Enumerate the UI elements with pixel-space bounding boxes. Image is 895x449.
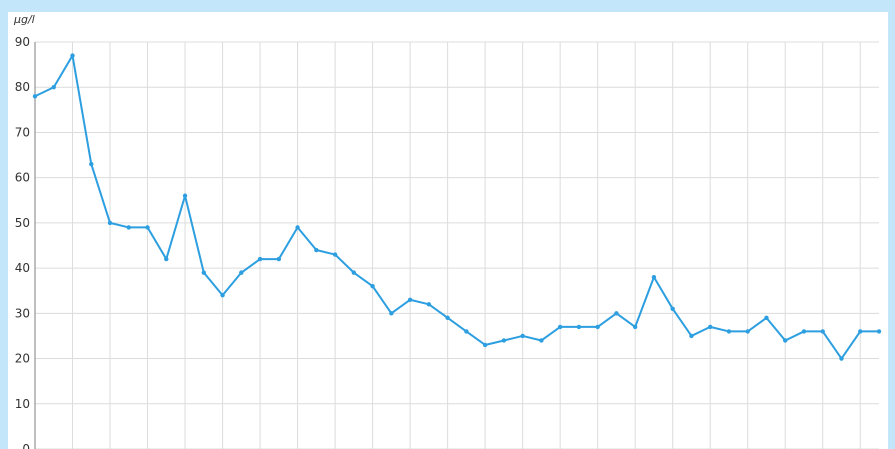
- data-point: [746, 329, 750, 333]
- data-point: [164, 257, 168, 261]
- data-point: [108, 221, 112, 225]
- data-point: [70, 53, 74, 57]
- data-point: [633, 325, 637, 329]
- data-point: [220, 293, 224, 297]
- data-point: [89, 162, 93, 166]
- data-point: [277, 257, 281, 261]
- y-tick-label: 0: [22, 442, 30, 449]
- chart-panel: 0 10 20 30 40 50 60 70 80 90 μg/l: [8, 12, 888, 449]
- data-point: [877, 329, 881, 333]
- data-point: [858, 329, 862, 333]
- data-point: [52, 85, 56, 89]
- data-point: [145, 225, 149, 229]
- grid: [35, 42, 879, 449]
- data-point: [577, 325, 581, 329]
- y-tick-label: 40: [15, 261, 30, 275]
- y-axis-unit-label: μg/l: [13, 13, 35, 26]
- data-point: [652, 275, 656, 279]
- data-point: [764, 316, 768, 320]
- y-tick-label: 20: [15, 352, 30, 366]
- data-point: [464, 329, 468, 333]
- line-chart: 0 10 20 30 40 50 60 70 80 90 μg/l: [8, 12, 888, 449]
- y-tick-label: 30: [15, 306, 30, 320]
- data-point: [239, 270, 243, 274]
- data-point: [389, 311, 393, 315]
- data-point: [258, 257, 262, 261]
- y-tick-label: 10: [15, 397, 30, 411]
- data-point: [33, 94, 37, 98]
- data-point: [314, 248, 318, 252]
- data-point: [802, 329, 806, 333]
- data-point: [352, 270, 356, 274]
- y-tick-label: 80: [15, 80, 30, 94]
- data-point: [558, 325, 562, 329]
- data-point: [520, 334, 524, 338]
- data-point: [783, 338, 787, 342]
- data-point: [370, 284, 374, 288]
- data-point: [727, 329, 731, 333]
- data-point: [333, 252, 337, 256]
- plot-area: [33, 53, 881, 360]
- data-point: [689, 334, 693, 338]
- data-point: [595, 325, 599, 329]
- y-tick-label: 90: [15, 35, 30, 49]
- data-point: [539, 338, 543, 342]
- y-tick-label: 70: [15, 125, 30, 139]
- data-point: [821, 329, 825, 333]
- y-axis: 0 10 20 30 40 50 60 70 80 90: [15, 35, 35, 449]
- y-tick-label: 60: [15, 171, 30, 185]
- y-tick-label: 50: [15, 216, 30, 230]
- data-point: [445, 316, 449, 320]
- data-point: [839, 356, 843, 360]
- data-point: [708, 325, 712, 329]
- data-point: [427, 302, 431, 306]
- data-point: [483, 343, 487, 347]
- data-point: [408, 298, 412, 302]
- data-point: [183, 194, 187, 198]
- data-point: [614, 311, 618, 315]
- data-point: [670, 307, 674, 311]
- data-point: [127, 225, 131, 229]
- data-point: [202, 270, 206, 274]
- data-point: [295, 225, 299, 229]
- data-point: [502, 338, 506, 342]
